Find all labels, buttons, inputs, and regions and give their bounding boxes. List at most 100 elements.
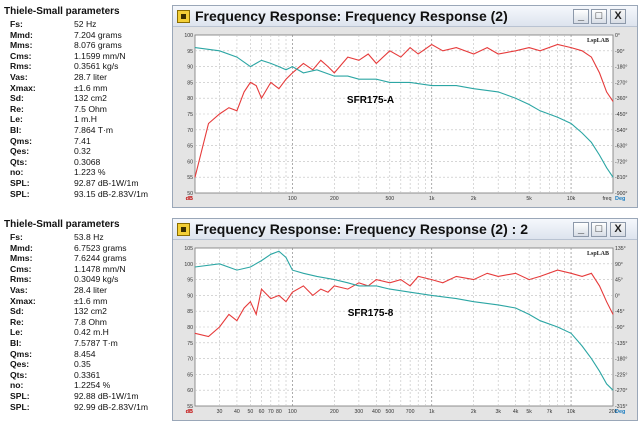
spl-point xyxy=(431,44,433,45)
lsplab-logo: LspLAB xyxy=(587,38,609,44)
spl-point xyxy=(442,282,444,284)
spl-point xyxy=(327,66,329,67)
minimize-button[interactable]: _ xyxy=(573,9,589,24)
param-value: 53.8 Hz xyxy=(74,232,104,242)
phase-point xyxy=(358,285,360,287)
spl-point xyxy=(539,50,541,52)
spl-point xyxy=(320,59,322,61)
spl-point xyxy=(591,272,592,274)
frequency-response-window-2: Frequency Response: Frequency Response (… xyxy=(172,218,638,421)
spl-point xyxy=(528,47,530,48)
spl-point xyxy=(599,72,600,74)
spl-point xyxy=(303,285,304,287)
spl-point xyxy=(278,295,280,296)
x-tick-label: 400 xyxy=(372,409,381,415)
phase-point xyxy=(303,272,304,274)
y-tick-label: 80 xyxy=(187,325,193,331)
speaker-panel-2: Thiele-Small parameters Fs: 53.8 Hz Mmd: 6.… xyxy=(0,213,640,425)
spl-point xyxy=(417,276,419,277)
spl-point xyxy=(219,113,220,115)
spl-point xyxy=(581,50,583,52)
spl-point xyxy=(333,72,335,74)
param-row: SPL: 92.88 dB-1W/1m xyxy=(4,391,164,402)
param-value: 0.32 xyxy=(74,146,91,157)
phase-point xyxy=(539,320,541,322)
phase-tick-label: -180° xyxy=(615,357,627,363)
phase-point xyxy=(409,82,411,83)
window-titlebar[interactable]: Frequency Response: Frequency Response (… xyxy=(173,219,637,240)
close-button[interactable]: X xyxy=(610,9,626,24)
param-value: 28.7 liter xyxy=(74,71,107,82)
y-tick-label: 100 xyxy=(184,262,193,268)
param-value: 1.1599 mm/N xyxy=(74,50,126,61)
lsplab-logo: LspLAB xyxy=(587,251,609,257)
phase-point xyxy=(292,269,293,271)
spl-point xyxy=(417,53,419,55)
spl-point xyxy=(320,288,322,290)
param-name: Mms: xyxy=(10,253,33,264)
frequency-response-chart-1[interactable]: 100 0° 95 -90° 90 -180° 85 -270° 80 -360° 75 -450° 7… xyxy=(173,27,637,207)
param-name: Sd: xyxy=(10,93,24,104)
param-row: Mmd: 7.204 grams xyxy=(4,30,164,41)
param-name: Xmax: xyxy=(10,82,36,93)
param-value: 7.8 Ohm xyxy=(74,316,107,327)
param-name: Cms: xyxy=(10,50,32,61)
param-row: Qms: 8.454 xyxy=(4,349,164,360)
minimize-button[interactable]: _ xyxy=(573,222,589,237)
spl-point xyxy=(473,53,475,55)
spl-point xyxy=(250,301,251,303)
speaker-app-icon[interactable] xyxy=(177,10,190,23)
phase-tick-label: 90° xyxy=(615,262,623,268)
x-tick-label: 7k xyxy=(547,409,553,415)
param-row: SPL: 93.15 dB-2.83V/1m xyxy=(4,189,164,200)
maximize-button[interactable]: □ xyxy=(591,9,607,24)
param-row: Vas: 28.7 liter xyxy=(4,72,164,83)
phase-point xyxy=(236,269,238,271)
param-row: Qts: 0.3361 xyxy=(4,370,164,381)
spl-point xyxy=(255,85,257,86)
spl-point xyxy=(270,298,272,299)
spl-point xyxy=(219,326,220,328)
spl-point xyxy=(409,285,411,287)
maximize-button[interactable]: □ xyxy=(591,222,607,237)
spl-point xyxy=(515,50,516,52)
param-row: Mms: 7.6244 grams xyxy=(4,253,164,264)
phase-point xyxy=(599,370,600,372)
phase-point xyxy=(333,279,335,280)
frequency-response-chart-2[interactable]: 105 135° 100 90° 95 45° 90 0° 85 -45° 80 -90° 75 -135… xyxy=(173,240,637,420)
spl-point xyxy=(228,107,230,109)
phase-point xyxy=(278,66,280,67)
window-title: Frequency Response: Frequency Response (… xyxy=(195,8,508,24)
param-value: 1.223 % xyxy=(74,167,106,178)
x-tick-label: 60 xyxy=(259,409,265,415)
spl-point xyxy=(606,301,607,303)
param-value: 1.2254 % xyxy=(74,380,111,391)
param-row: Cms: 1.1478 mm/N xyxy=(4,264,164,275)
x-tick-label: 40 xyxy=(234,409,240,415)
phase-point xyxy=(194,47,196,48)
spl-point xyxy=(243,307,245,309)
close-button[interactable]: X xyxy=(610,222,626,237)
y-tick-label: 65 xyxy=(187,372,193,378)
window-titlebar[interactable]: Frequency Response: Frequency Response (… xyxy=(173,6,637,27)
param-row: Rms: 0.3561 kg/s xyxy=(4,61,164,72)
param-name: Qms: xyxy=(10,135,32,146)
phase-point xyxy=(347,75,349,77)
spl-point xyxy=(455,47,457,48)
y-tick-label: 70 xyxy=(187,128,193,134)
phase-tick-label: -540° xyxy=(615,128,627,134)
phase-tick-label: -90° xyxy=(615,49,625,55)
phase-point xyxy=(557,116,558,118)
param-list: Fs: 53.8 Hz Mmd: 6.7523 grams Mms: 7.6244 gra… xyxy=(4,232,164,412)
param-value: 7.5787 T·m xyxy=(74,337,118,348)
x-tick-label: 80 xyxy=(276,409,282,415)
param-value: 28.4 liter xyxy=(74,284,107,295)
param-row: Qms: 7.41 xyxy=(4,136,164,147)
spl-point xyxy=(261,288,262,290)
phase-tick-label: -450° xyxy=(615,112,627,118)
spl-point xyxy=(250,82,251,83)
speaker-app-icon[interactable] xyxy=(177,223,190,236)
phase-point xyxy=(455,298,457,299)
spl-point xyxy=(292,291,293,293)
param-row: Xmax: ±1.6 mm xyxy=(4,83,164,94)
